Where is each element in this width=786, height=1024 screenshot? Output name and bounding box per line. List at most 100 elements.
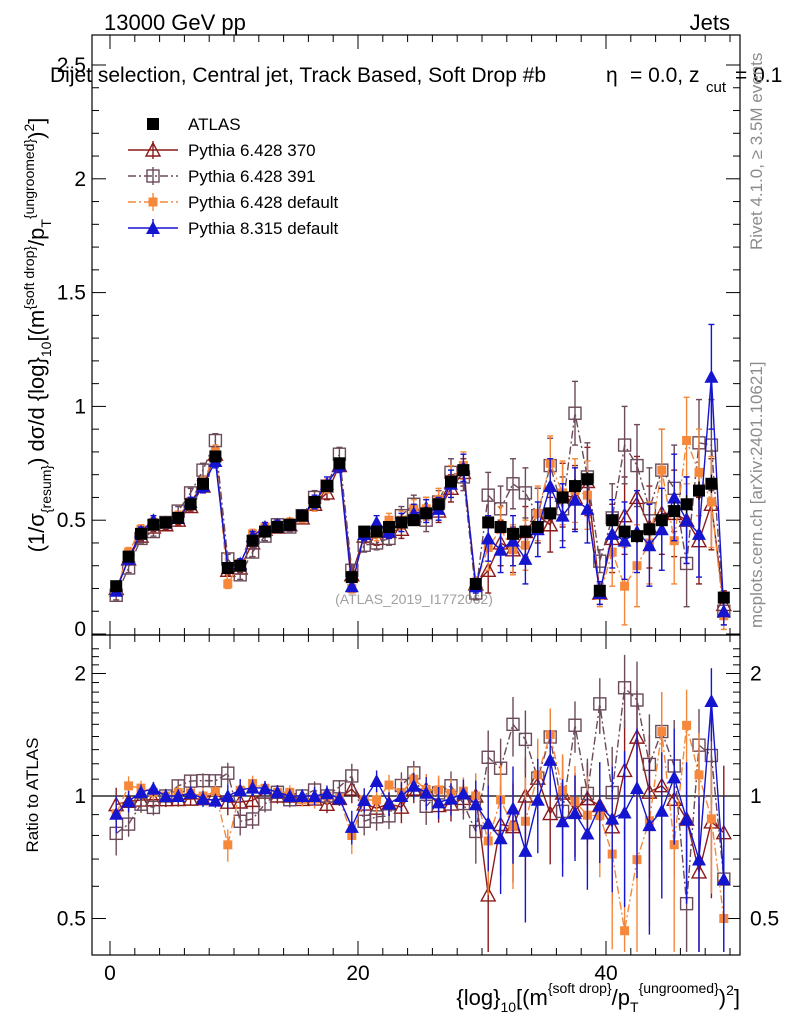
ratio-point [542,805,559,821]
data-point [481,488,495,502]
x-tick-label: 20 [346,962,369,985]
data-point [716,604,731,618]
data-point [518,486,533,500]
ratio-point [171,789,186,802]
ratio-point [232,793,249,809]
x-tick-label: 40 [594,962,617,985]
data-point [654,522,669,536]
data-point [197,477,209,490]
data-point [682,436,692,446]
data-point [581,473,594,486]
ratio-point [704,693,719,707]
svg-text:(1/σ{resum}) dσ/d {log}10[(m{s: (1/σ{resum}) dσ/d {log}10[(m{soft drop}/… [21,118,54,553]
ratio-point [694,770,704,780]
data-point [518,551,533,565]
legend-label: Pythia 8.315 default [188,219,339,238]
mcplots-label: mcplots.cern.ch [arXiv:2401.10621] [747,362,766,628]
ratio-point [307,789,322,802]
legend-marker [147,118,159,130]
data-point [706,497,716,507]
data-point [122,550,135,563]
ratio-y-axis-label: Ratio to ATLAS [23,738,42,853]
data-point [506,533,520,547]
ratio-point [716,872,731,886]
data-point [420,507,433,520]
ratio-point [605,811,620,825]
data-point [393,520,410,537]
data-point [630,458,644,473]
ratio-point [480,886,497,902]
data-point [333,457,346,470]
data-point [704,369,719,383]
ratio-point [221,766,235,780]
ratio-panel-frame [91,634,741,956]
plot-title-end: = 0.1 [735,64,782,87]
data-point [482,516,495,529]
legend-label: Pythia 6.428 default [188,193,339,212]
data-point [680,498,693,511]
data-point [246,534,259,547]
ratio-y-tick-label-right: 2 [750,662,762,685]
data-point [531,521,544,534]
data-point [147,518,160,531]
data-point [159,516,172,529]
ratio-point [121,794,136,808]
ratio-point [682,720,692,730]
data-point [358,525,371,538]
ratio-point [468,797,483,811]
ratio-y-tick-label-right: 0.5 [750,908,779,931]
ratio-point [543,752,558,766]
ratio-point [320,786,334,800]
ratio-point [158,789,173,802]
data-point [345,571,358,584]
ratio-line-pythia-6-428-370 [116,734,725,896]
ratio-point [210,787,220,797]
ratio-point [444,791,458,805]
ratio-point [456,786,471,800]
data-point [642,538,657,552]
data-point [259,525,271,538]
data-point [223,579,233,589]
ratio-point [343,780,360,796]
data-point [679,513,694,527]
data-point [580,501,595,515]
header-right: Jets [690,10,730,35]
main-y-tick-label: 0.5 [57,509,86,532]
data-point [209,450,222,463]
ratio-point [481,750,495,764]
main-y-tick-label: 1 [74,395,86,418]
data-point [221,561,234,574]
data-point [605,526,620,540]
ratio-point [630,693,644,707]
ratio-point [146,781,161,795]
ratio-point [704,748,719,763]
data-point [643,523,656,536]
legend-marker [148,197,158,207]
data-point [556,491,569,504]
ratio-point [208,793,223,807]
ratio-point [244,791,261,808]
rivet-label: Rivet 4.1.0, ≥ 3.5M events [747,53,766,250]
data-point [705,477,718,490]
ratio-point [506,717,520,732]
data-point [493,542,508,556]
ratio-line-pythia-6-428-default [115,725,725,931]
ratio-y-tick-label: 1 [74,785,86,808]
legend-entry-pythia-6-428-default: Pythia 6.428 default [128,193,339,212]
ratio-point [568,718,582,732]
x-axis-label: {log}10[(m{soft drop}/pT{ungroomed})2] [456,980,740,1015]
data-point [184,498,197,511]
legend-label: Pythia 6.428 370 [188,141,316,160]
data-point [555,508,570,522]
ratio-point [630,780,644,794]
data-point [457,464,470,477]
ratio-point [258,797,272,811]
data-point [370,525,383,538]
series-atlas [110,450,730,604]
data-point [384,515,394,525]
data-point [506,477,520,491]
ratio-y-tick-label: 2 [74,662,86,685]
ratio-series-pythia-8-315-default [109,668,731,952]
data-point [321,480,333,493]
